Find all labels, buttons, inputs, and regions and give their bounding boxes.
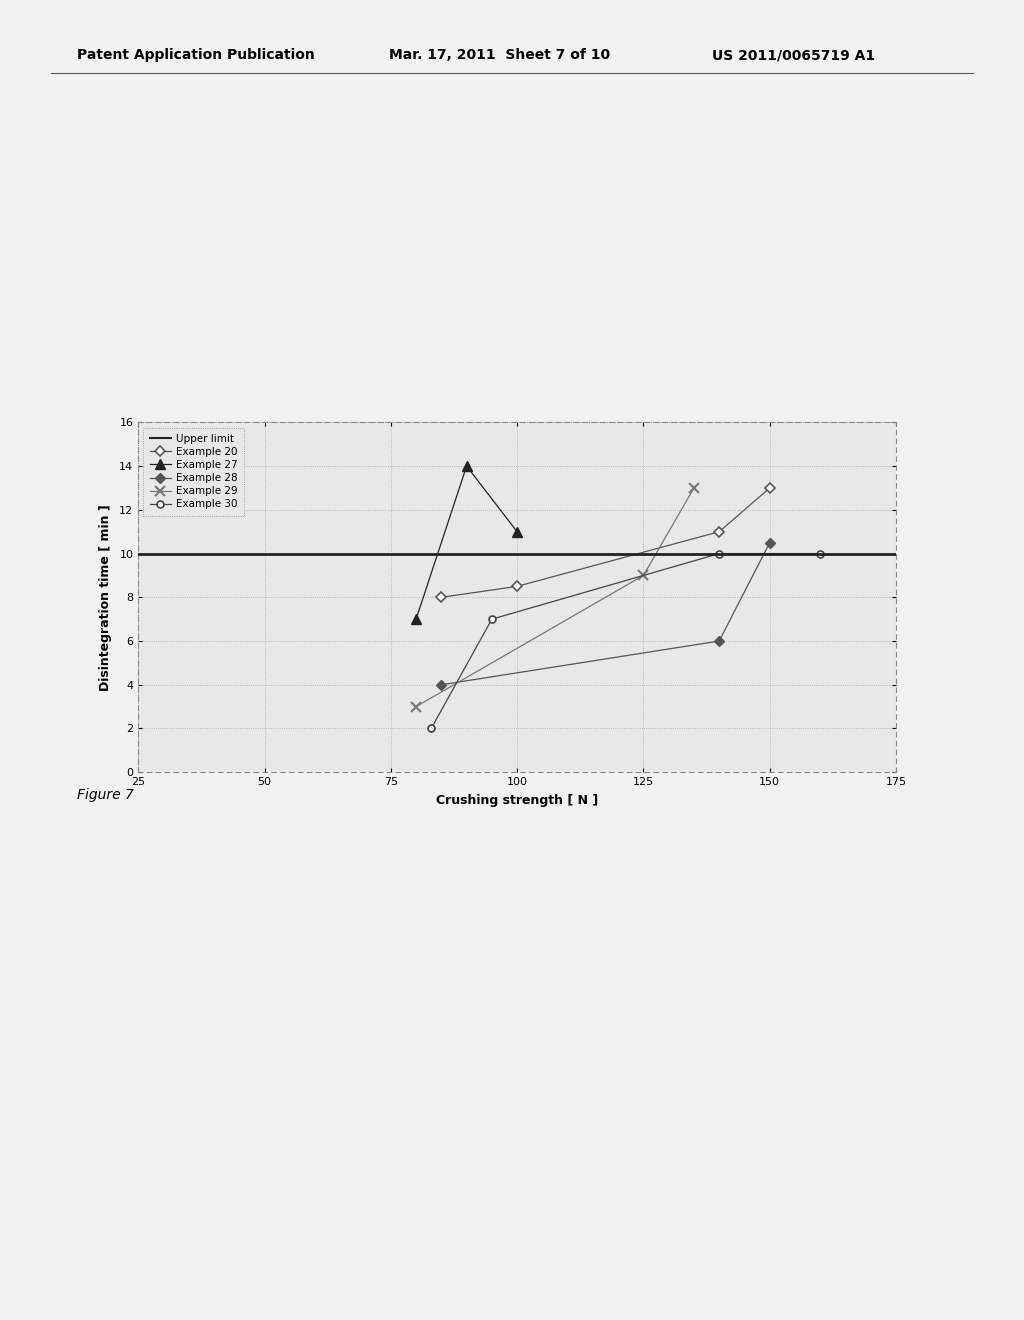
- X-axis label: Crushing strength [ N ]: Crushing strength [ N ]: [436, 795, 598, 807]
- Legend: Upper limit, Example 20, Example 27, Example 28, Example 29, Example 30: Upper limit, Example 20, Example 27, Exa…: [143, 428, 244, 516]
- Text: Mar. 17, 2011  Sheet 7 of 10: Mar. 17, 2011 Sheet 7 of 10: [389, 49, 610, 62]
- Y-axis label: Disintegration time [ min ]: Disintegration time [ min ]: [99, 504, 113, 690]
- Text: Patent Application Publication: Patent Application Publication: [77, 49, 314, 62]
- Text: US 2011/0065719 A1: US 2011/0065719 A1: [712, 49, 874, 62]
- Text: Figure 7: Figure 7: [77, 788, 134, 801]
